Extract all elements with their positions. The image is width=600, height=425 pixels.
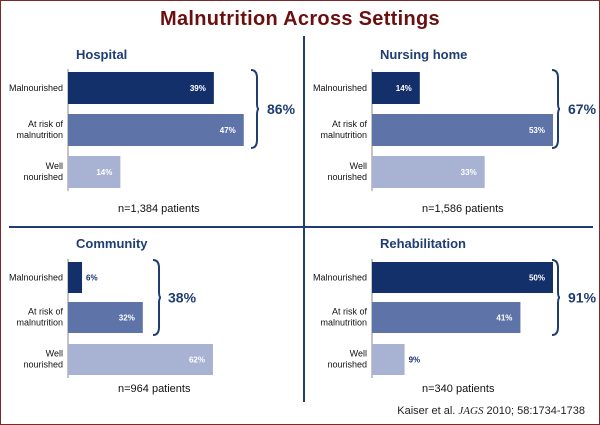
category-label: Malnourished	[9, 273, 63, 283]
panel-title: Community	[76, 236, 148, 251]
bar-value-label: 14%	[396, 84, 412, 93]
bar-value-label: 39%	[190, 84, 206, 93]
category-label: Well nourished	[327, 349, 367, 370]
bar	[68, 72, 214, 104]
citation-author: Kaiser et al.	[397, 405, 456, 417]
panel-title: Nursing home	[380, 47, 467, 62]
bar-value-label: 14%	[96, 168, 112, 177]
bracket	[551, 69, 561, 149]
citation: Kaiser et al. JAGS 2010; 58:1734-1738	[397, 405, 585, 417]
bar	[68, 262, 83, 293]
category-label: Well nourished	[23, 349, 63, 370]
chart-community: Community 6% Malnourished 32% At risk of maln…	[9, 236, 213, 395]
bar-value-label: 53%	[529, 126, 545, 135]
bar-value-label: 50%	[529, 274, 545, 283]
citation-details: 2010; 58:1734-1738	[486, 405, 585, 417]
bar	[372, 302, 521, 333]
bar	[68, 114, 244, 146]
n-patients-label: n=964 patients	[118, 383, 191, 395]
bar-value-label: 32%	[119, 314, 135, 323]
category-label: At risk of malnutrition	[16, 119, 63, 140]
category-label: Malnourished	[313, 83, 367, 93]
category-label: At risk of malnutrition	[320, 307, 367, 328]
bar	[372, 344, 405, 375]
bar	[68, 302, 143, 333]
bar	[372, 156, 485, 188]
bar	[372, 114, 553, 146]
bar	[372, 72, 420, 104]
chart-rehabilitation: Rehabilitation 50% Malnourished 41% At risk …	[313, 236, 597, 395]
category-label: Well nourished	[23, 161, 63, 182]
figure-title: Malnutrition Across Settings	[160, 8, 440, 30]
bracket	[250, 69, 260, 149]
panel-title: Hospital	[76, 47, 127, 62]
bar	[68, 156, 121, 188]
n-patients-label: n=340 patients	[422, 383, 495, 395]
bar-value-label: 33%	[461, 168, 477, 177]
horizontal-divider	[9, 226, 593, 228]
n-patients-label: n=1,586 patients	[422, 203, 504, 215]
bar-value-label: 9%	[409, 356, 421, 365]
bar	[372, 262, 553, 293]
bar-value-label: 47%	[220, 126, 236, 135]
bar-value-label: 62%	[189, 356, 205, 365]
category-label: Malnourished	[9, 83, 63, 93]
category-label: Well nourished	[327, 161, 367, 182]
bracket-total-label: 86%	[267, 101, 296, 117]
bracket	[551, 259, 561, 336]
chart-nursing-home: Nursing home 14% Malnourished 53% At risk of…	[313, 47, 597, 215]
category-label: At risk of malnutrition	[16, 307, 63, 328]
bracket-total-label: 67%	[568, 101, 597, 117]
bracket-total-label: 38%	[168, 290, 197, 306]
category-label: At risk of malnutrition	[320, 119, 367, 140]
vertical-divider	[303, 36, 305, 402]
bar-value-label: 6%	[86, 274, 98, 283]
panel-title: Rehabilitation	[380, 236, 466, 251]
category-label: Malnourished	[313, 273, 367, 283]
n-patients-label: n=1,384 patients	[118, 203, 200, 215]
citation-journal: JAGS	[458, 405, 484, 417]
bar-value-label: 41%	[496, 314, 512, 323]
bar	[68, 344, 213, 375]
bracket-total-label: 91%	[568, 290, 597, 306]
chart-hospital: Hospital 39% Malnourished 47% At risk of maln…	[9, 47, 296, 215]
bracket	[152, 259, 162, 336]
